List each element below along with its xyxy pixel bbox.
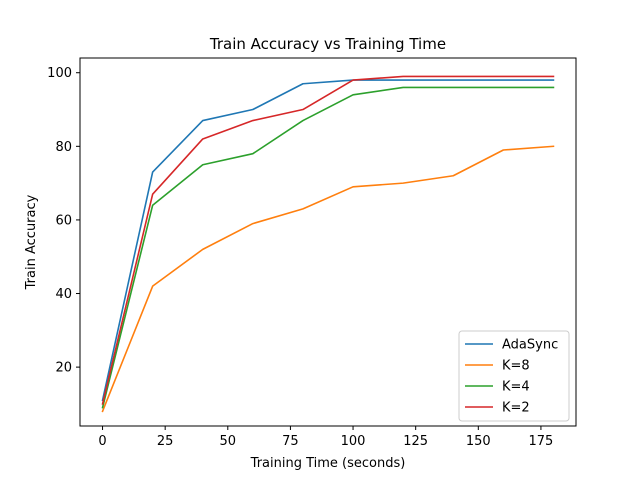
axes-frame [79, 57, 577, 427]
x-axis-label: Training Time (seconds) [250, 456, 406, 471]
plot-area: 0 25 50 75 100 125 150 175 20 40 60 80 100 [47, 57, 577, 449]
series-line-1 [101, 145, 555, 413]
x-tick-label: 100 [341, 434, 366, 449]
legend: AdaSync K=8 K=4 K=2 [458, 330, 570, 422]
x-tick-label: 0 [98, 434, 106, 449]
x-tick-label: 50 [220, 434, 237, 449]
y-tick-label: 40 [55, 287, 72, 302]
x-tick-label: 150 [466, 434, 491, 449]
legend-label-0: AdaSync [502, 338, 558, 353]
legend-label-2: K=4 [502, 380, 530, 395]
chart-title: Train Accuracy vs Training Time [209, 35, 446, 53]
legend-box [458, 330, 570, 422]
legend-label-3: K=2 [502, 401, 530, 416]
legend-label-1: K=8 [502, 359, 530, 374]
y-axis-label: Train Accuracy [24, 194, 39, 290]
x-tick-label: 25 [157, 434, 174, 449]
series-line-3 [101, 75, 555, 405]
y-tick-label: 80 [55, 140, 72, 155]
y-tick-label: 60 [55, 213, 72, 228]
x-tick-label: 75 [282, 434, 299, 449]
y-tick-label: 20 [55, 361, 72, 376]
x-tick-label: 175 [529, 434, 554, 449]
x-tick-label: 125 [403, 434, 428, 449]
series-line-0 [101, 79, 555, 402]
series-line-2 [101, 86, 555, 409]
y-tick-label: 100 [47, 66, 72, 81]
